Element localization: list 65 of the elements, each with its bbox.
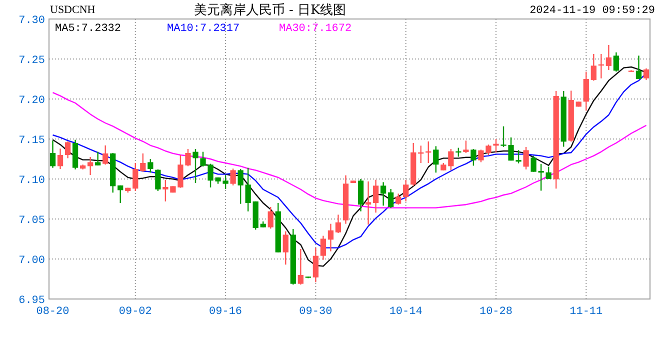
candlestick <box>590 53 596 82</box>
candlestick <box>88 156 94 176</box>
candlestick <box>523 146 529 170</box>
candlestick <box>328 223 334 252</box>
candlestick <box>388 188 394 209</box>
candlestick <box>396 193 402 206</box>
y-tick-label: 7.20 <box>18 95 45 107</box>
candlestick <box>245 167 251 212</box>
y-tick-label: 7.00 <box>18 255 45 267</box>
text: MA5:7.2332 <box>55 23 122 35</box>
candlestick <box>546 166 552 180</box>
line-series <box>52 92 647 208</box>
candlestick <box>470 148 476 166</box>
candlestick <box>238 168 244 204</box>
candlestick <box>64 140 71 159</box>
candlestick <box>192 148 198 184</box>
candlestick <box>403 179 409 202</box>
y-tick-label: 7.15 <box>18 135 45 147</box>
candlestick <box>372 179 379 214</box>
candlestick <box>102 144 108 166</box>
candlestick <box>298 248 304 286</box>
x-tick-label: 09-02 <box>118 306 152 318</box>
candlestick <box>448 148 454 171</box>
x-tick-label: 10-14 <box>389 306 423 318</box>
candlestick <box>230 168 236 186</box>
text: USDCNH <box>50 4 96 16</box>
candlestick <box>50 140 56 168</box>
candlestick <box>643 68 650 81</box>
candlestick <box>538 163 544 192</box>
candlestick <box>282 230 288 266</box>
y-tick-label: 6.95 <box>18 295 45 307</box>
x-tick-label: 09-16 <box>209 306 242 318</box>
candlestick <box>583 71 589 112</box>
candlestick <box>118 184 124 204</box>
candlestick <box>380 182 386 206</box>
x-tick-label: 08-20 <box>36 306 70 318</box>
candlestick <box>312 247 319 283</box>
text: 2024-11-19 09:59:29 <box>530 5 655 17</box>
x-tick-label: 11-11 <box>570 306 604 318</box>
x-tick-label: 10-28 <box>479 306 512 318</box>
candlestick <box>365 180 372 226</box>
y-tick-label: 7.05 <box>18 215 45 227</box>
y-tick-label: 7.30 <box>18 15 45 27</box>
candlestick <box>530 155 536 172</box>
candlestick <box>57 148 64 170</box>
candlestick <box>433 146 439 174</box>
candlestick <box>132 162 138 192</box>
candlestick <box>140 152 146 172</box>
candlestick <box>148 158 154 174</box>
x-tick-label: 09-30 <box>299 306 332 318</box>
chart-title: 美元离岸人民币 - 日K线图 <box>194 2 346 18</box>
candlestick <box>636 55 642 80</box>
candlestick <box>606 44 612 71</box>
candlestick <box>613 52 620 72</box>
candlestick <box>463 140 469 154</box>
candlestick <box>268 206 274 230</box>
candlestick <box>155 168 161 192</box>
text: MA10:7.2317 <box>167 23 240 35</box>
text: MA30:7.1672 <box>279 23 352 35</box>
y-tick-label: 7.10 <box>18 175 45 187</box>
candlestick <box>358 178 364 212</box>
y-tick-label: 7.25 <box>18 55 45 67</box>
candlestick <box>335 214 342 234</box>
candlestick <box>95 151 101 166</box>
candlestick <box>320 235 326 260</box>
